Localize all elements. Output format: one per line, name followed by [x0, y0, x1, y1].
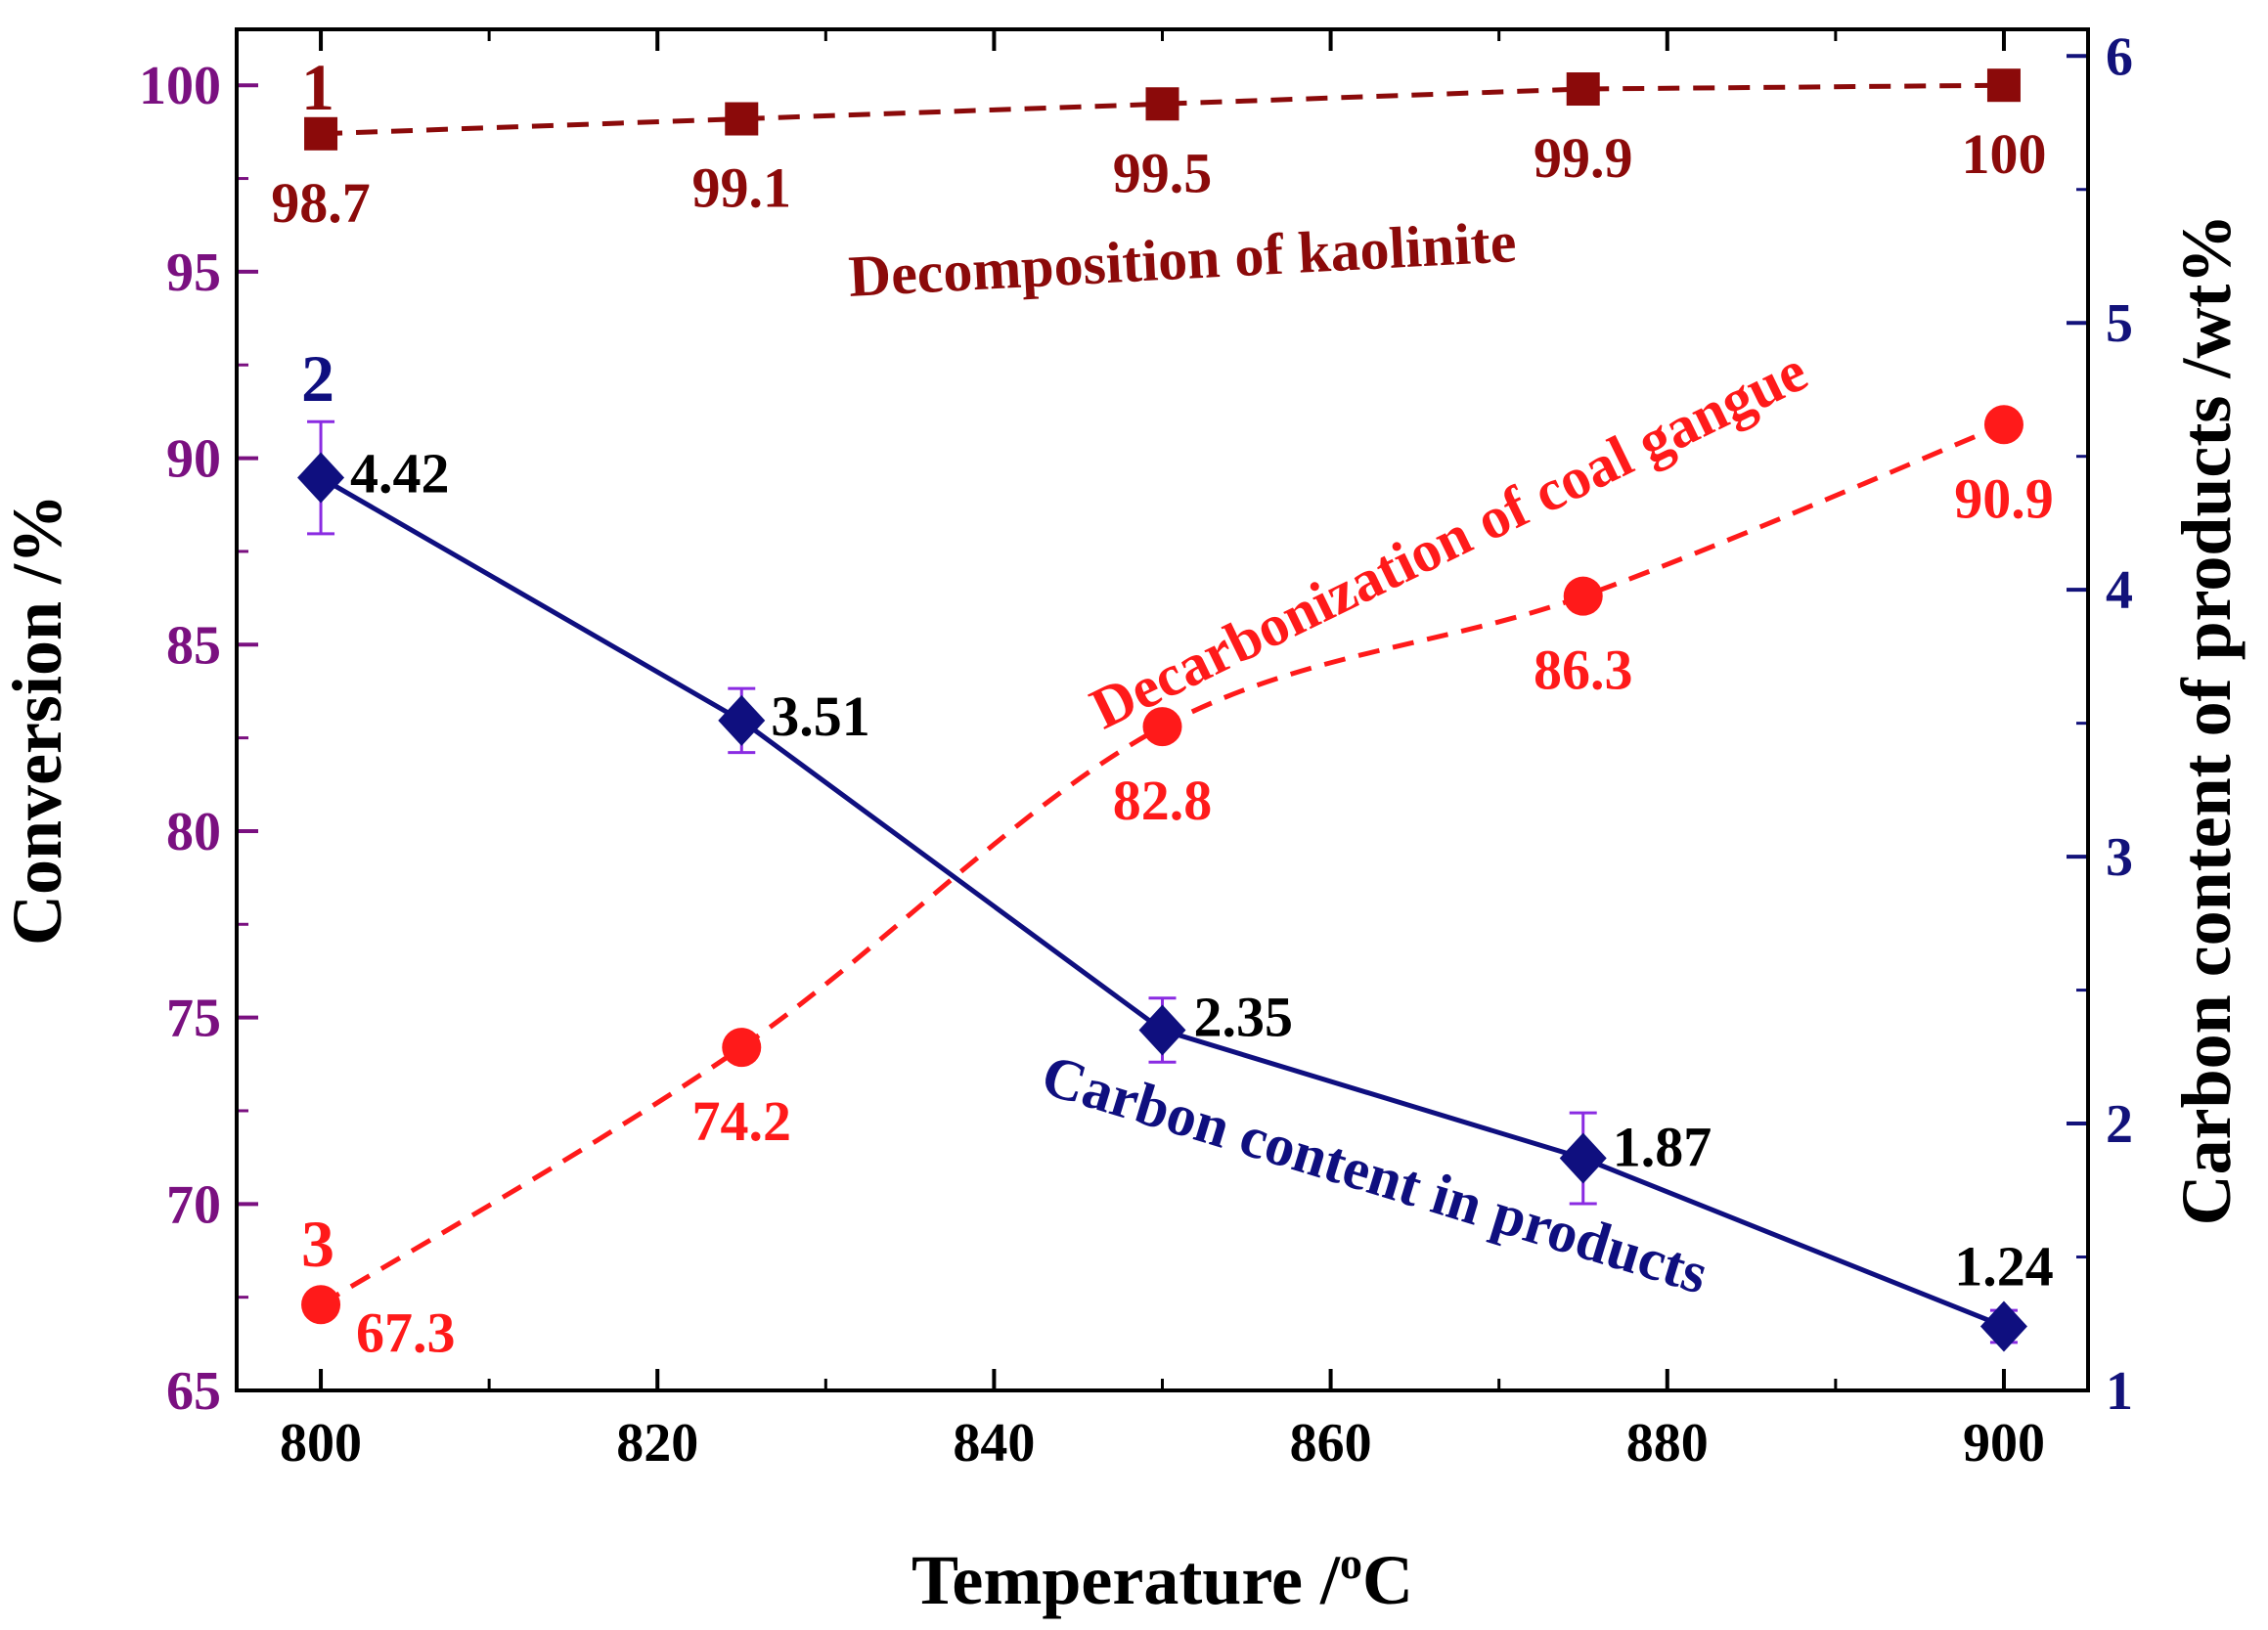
kaolinite-data-label: 99.1: [692, 156, 792, 220]
carbon-point: [297, 452, 345, 504]
kaolinite-point: [1566, 72, 1600, 107]
decarbonization-point: [301, 1285, 341, 1325]
kaolinite-point: [1145, 87, 1179, 121]
series-number-2: 2: [301, 341, 334, 416]
decarbonization-point: [1142, 707, 1182, 747]
decarbonization-point: [722, 1028, 762, 1068]
y-right-tick-label: 1: [2106, 1361, 2133, 1422]
y-left-tick-label: 70: [166, 1174, 221, 1235]
kaolinite-data-label: 99.9: [1534, 126, 1633, 190]
y-left-tick-label: 65: [166, 1361, 221, 1422]
y-right-axis-title: Carbon content of products /wt%: [2167, 214, 2246, 1226]
carbon-series-line: [319, 475, 2005, 1329]
y-right-tick-label: 3: [2106, 827, 2133, 888]
y-left-tick-label: 95: [166, 242, 221, 303]
carbon-point: [1979, 1300, 2027, 1352]
decarbonization-data-label: 90.9: [1954, 466, 2054, 530]
kaolinite-series-annotation: Decomposition of kaolinite: [847, 209, 1518, 309]
y-right-tick-label: 2: [2106, 1094, 2133, 1155]
y-right-tick-label: 5: [2106, 293, 2133, 354]
kaolinite-data-label: 98.7: [271, 171, 371, 235]
carbon-data-label: 1.87: [1613, 1116, 1712, 1179]
x-tick-label: 800: [280, 1413, 362, 1474]
x-tick-label: 900: [1963, 1413, 2045, 1474]
y-left-tick-label: 80: [166, 802, 221, 862]
carbon-point: [1138, 1004, 1186, 1056]
y-left-axis-title: Conversion /%: [0, 494, 76, 946]
carbon-data-label: 4.42: [350, 442, 450, 506]
decarbonization-point: [1983, 405, 2023, 445]
carbon-data-label: 3.51: [771, 684, 870, 748]
y-left-tick-label: 90: [166, 429, 221, 490]
y-left-tick-label: 85: [166, 615, 221, 676]
y-left-tick-label: 100: [139, 56, 221, 116]
carbon-point: [718, 694, 766, 746]
decarbonization-data-label: 74.2: [692, 1089, 792, 1153]
series-number-3: 3: [301, 1207, 334, 1281]
decarbonization-data-label: 67.3: [356, 1300, 456, 1364]
y-left-tick-label: 75: [166, 989, 221, 1049]
carbon-data-label: 1.24: [1954, 1234, 2054, 1298]
decarbonization-series-line: [319, 421, 2005, 1307]
plot-frame: [235, 27, 2090, 1392]
carbon-point: [1559, 1132, 1607, 1184]
kaolinite-point: [725, 102, 759, 136]
x-tick-label: 880: [1626, 1413, 1709, 1474]
carbon-data-label: 2.35: [1194, 986, 1294, 1049]
decarbonization-point: [1563, 576, 1603, 616]
decarbonization-series-annotation: Decarbonization of coal gangue: [1081, 338, 1816, 741]
decarbonization-data-label: 86.3: [1534, 639, 1633, 702]
decarbonization-data-label: 82.8: [1113, 769, 1213, 832]
x-tick-label: 820: [616, 1413, 698, 1474]
labels-layer: 98.7 99.1 99.5 99.9 100 4.42 3.51 2.35 1.87 1.24 6…: [271, 122, 2053, 1364]
kaolinite-point: [1986, 68, 2021, 103]
kaolinite-data-label: 99.5: [1113, 141, 1213, 204]
y-right-tick-label: 6: [2106, 26, 2133, 87]
series-number-1: 1: [301, 50, 334, 124]
y-right-tick-label: 4: [2106, 560, 2133, 621]
x-axis-title: Temperature /oC: [912, 1538, 1413, 1619]
x-tick-label: 840: [953, 1413, 1035, 1474]
kaolinite-point: [304, 116, 338, 151]
x-tick-label: 860: [1290, 1413, 1372, 1474]
markers-layer: [297, 68, 2027, 1352]
kaolinite-data-label: 100: [1961, 122, 2046, 186]
